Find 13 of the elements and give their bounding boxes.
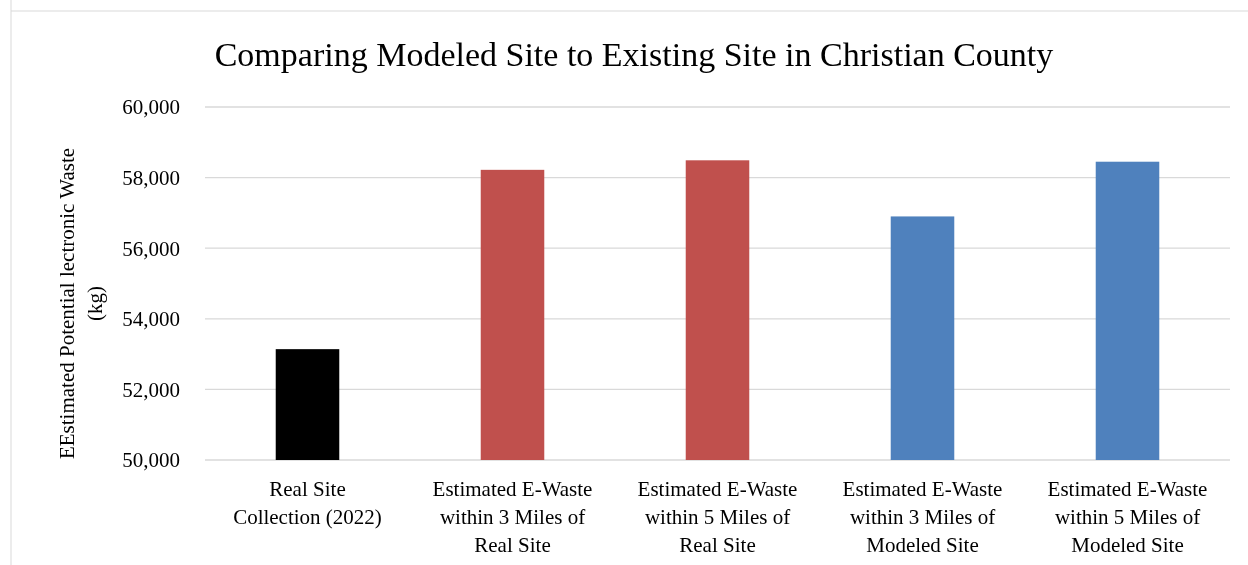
- y-tick-label: 50,000: [122, 448, 180, 473]
- y-tick-label: 60,000: [122, 95, 180, 120]
- y-tick-label: 54,000: [122, 307, 180, 332]
- y-tick-label: 52,000: [122, 377, 180, 402]
- x-tick-label: Real Site Collection (2022): [233, 477, 382, 529]
- x-tick-label: Estimated E-Waste within 5 Miles of Modeled Site: [1047, 477, 1208, 557]
- x-tick-label: Estimated E-Waste within 3 Miles of Modeled Site: [842, 477, 1003, 557]
- y-tick-label: 58,000: [122, 165, 180, 190]
- y-tick-label: 56,000: [122, 236, 180, 261]
- chart-title: Comparing Modeled Site to Existing Site in Christian County: [214, 36, 1054, 73]
- x-tick-label: Estimated E-Waste within 5 Miles of Real Site: [637, 477, 798, 557]
- y-axis-title: EEstimated Potential lectronic Waste (kg): [55, 147, 107, 460]
- x-tick-label: Estimated E-Waste within 3 Miles of Real Site: [432, 477, 593, 557]
